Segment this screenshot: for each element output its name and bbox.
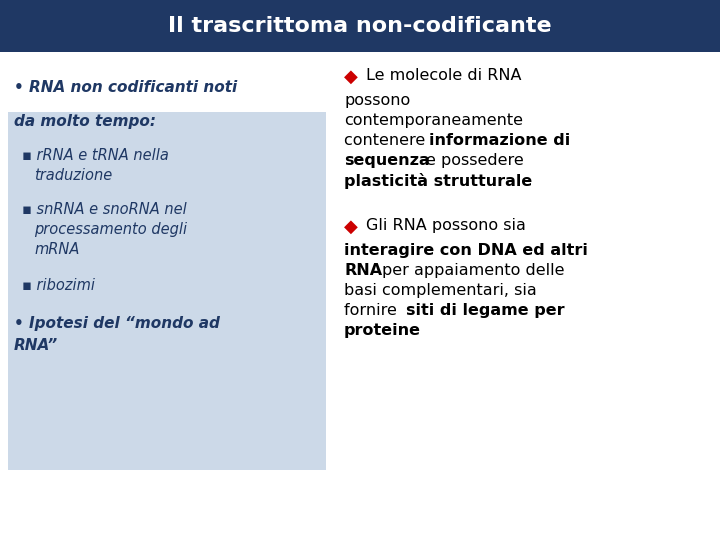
Text: informazione di: informazione di bbox=[429, 133, 570, 148]
Text: sequenza: sequenza bbox=[344, 153, 430, 168]
Text: per appaiamento delle: per appaiamento delle bbox=[382, 263, 564, 278]
Text: possono: possono bbox=[344, 93, 410, 108]
Text: contenere: contenere bbox=[344, 133, 431, 148]
Text: • Ipotesi del “mondo ad: • Ipotesi del “mondo ad bbox=[14, 316, 220, 331]
Text: da molto tempo:: da molto tempo: bbox=[14, 114, 156, 129]
Bar bbox=[0, 0, 720, 52]
Text: Le molecole di RNA: Le molecole di RNA bbox=[366, 68, 521, 83]
Text: proteine: proteine bbox=[344, 323, 421, 338]
Text: ▪ rRNA e tRNA nella: ▪ rRNA e tRNA nella bbox=[22, 148, 169, 163]
Text: • RNA non codificanti noti: • RNA non codificanti noti bbox=[14, 80, 238, 95]
Text: traduzione: traduzione bbox=[34, 168, 112, 183]
Text: ◆: ◆ bbox=[344, 218, 358, 236]
Text: fornire: fornire bbox=[344, 303, 402, 318]
Text: ◆: ◆ bbox=[344, 68, 358, 86]
Text: RNA”: RNA” bbox=[14, 338, 58, 353]
Text: siti di legame per: siti di legame per bbox=[406, 303, 564, 318]
Text: Il trascrittoma non-codificante: Il trascrittoma non-codificante bbox=[168, 16, 552, 36]
Text: contemporaneamente: contemporaneamente bbox=[344, 113, 523, 128]
Text: interagire con DNA ed altri: interagire con DNA ed altri bbox=[344, 243, 588, 258]
Text: processamento degli: processamento degli bbox=[34, 222, 187, 237]
Text: plasticità strutturale: plasticità strutturale bbox=[344, 173, 532, 189]
Text: basi complementari, sia: basi complementari, sia bbox=[344, 283, 536, 298]
Text: e possedere: e possedere bbox=[426, 153, 523, 168]
Text: Gli RNA possono sia: Gli RNA possono sia bbox=[366, 218, 526, 233]
Text: ▪ snRNA e snoRNA nel: ▪ snRNA e snoRNA nel bbox=[22, 202, 186, 217]
Text: mRNA: mRNA bbox=[34, 242, 79, 257]
Text: RNA: RNA bbox=[344, 263, 382, 278]
Bar bbox=[8, 112, 326, 470]
Text: ▪ ribozimi: ▪ ribozimi bbox=[22, 278, 95, 293]
